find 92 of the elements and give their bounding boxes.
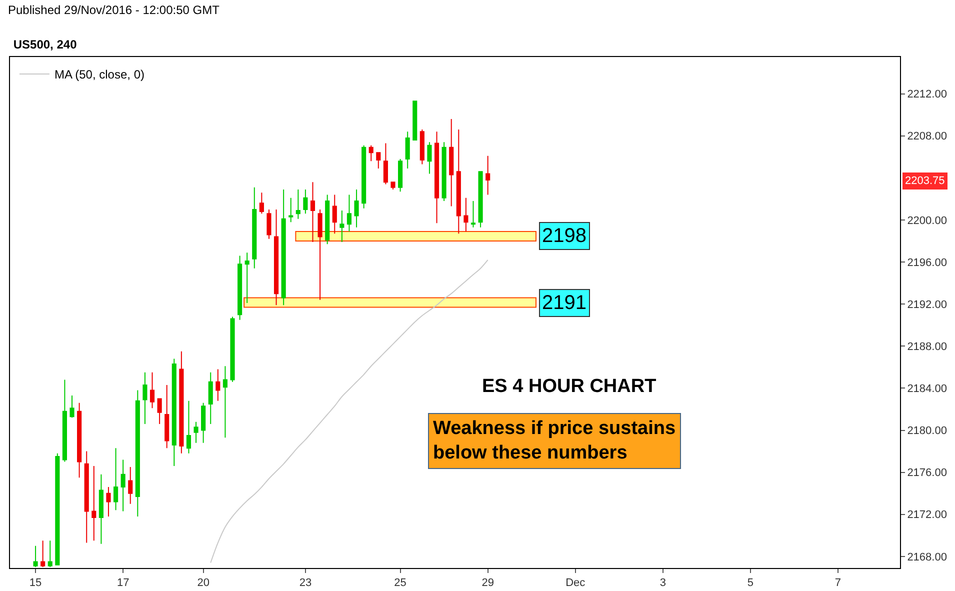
candlestick <box>449 118 454 207</box>
candlestick <box>325 194 330 245</box>
y-tick-label: 2192.00 <box>907 298 947 311</box>
candlestick <box>303 188 308 214</box>
y-tick-label: 2200.00 <box>907 214 947 227</box>
x-tick-label: 5 <box>747 577 754 590</box>
annotation: ES 4 HOUR CHART <box>482 376 657 397</box>
candlestick <box>40 540 46 566</box>
candlestick <box>427 142 432 174</box>
candlestick <box>310 182 316 243</box>
y-tick-label: 2184.00 <box>907 383 947 396</box>
candlestick <box>281 188 286 306</box>
candlestick <box>486 155 490 196</box>
candlestick <box>216 368 220 402</box>
candlestick <box>398 158 403 192</box>
candlestick <box>318 208 322 300</box>
x-tick-label: 3 <box>660 577 666 590</box>
candlestick <box>478 171 483 228</box>
candlestick <box>62 379 67 462</box>
y-tick-label: 2180.00 <box>907 425 947 438</box>
candlestick <box>354 188 359 228</box>
candlestick <box>412 100 418 141</box>
y-tick-label: 2172.00 <box>907 509 947 522</box>
x-tick-label: 25 <box>394 577 406 590</box>
candlestick <box>55 452 60 566</box>
candlestick <box>442 142 446 202</box>
candlestick <box>77 402 82 478</box>
candlestick <box>186 400 192 454</box>
candlestick <box>376 152 381 169</box>
candlestick <box>135 390 140 517</box>
candlestick <box>464 197 468 232</box>
band-label: 2191 <box>542 292 586 314</box>
x-tick-label: 23 <box>299 577 312 590</box>
x-tick-label: 15 <box>29 577 42 590</box>
candlestick <box>157 398 162 424</box>
candlestick <box>98 474 104 544</box>
x-tick-label: 17 <box>116 577 130 590</box>
candlestick <box>434 131 440 224</box>
candlestick <box>194 421 198 444</box>
candlestick <box>340 210 344 243</box>
y-tick-label: 2168.00 <box>907 551 947 564</box>
candlestick <box>362 144 366 209</box>
candlestick <box>266 208 272 240</box>
candlestick <box>208 372 213 424</box>
candlestick <box>33 545 38 566</box>
candlestick <box>368 144 374 162</box>
candlestick <box>92 466 96 542</box>
x-tick-label: 29 <box>482 577 494 590</box>
candlestick <box>150 372 155 409</box>
candlestick <box>244 252 250 304</box>
x-tick-label: Dec <box>566 577 586 590</box>
y-tick-label: 2196.00 <box>907 256 947 269</box>
text: Published 29/Nov/2016 - 12:00:50 GMT <box>8 3 220 17</box>
candlestick <box>383 142 388 185</box>
candlestick <box>70 395 74 418</box>
y-tick-label: 2188.00 <box>907 341 947 353</box>
candlestick <box>252 186 257 269</box>
x-tick-label: 7 <box>834 577 842 590</box>
candlestick <box>332 194 337 234</box>
text: 2203.75 <box>905 175 945 187</box>
x-tick-label: 20 <box>197 577 210 590</box>
candlestick <box>390 182 396 190</box>
candlestick <box>142 372 148 424</box>
candlestick <box>106 486 111 517</box>
candlestick <box>405 131 410 169</box>
candlestick <box>259 192 264 214</box>
candlestick <box>274 208 279 306</box>
candlestick <box>288 197 294 223</box>
candlestick <box>296 188 300 220</box>
candlestick <box>456 129 461 234</box>
candlestick <box>48 540 52 566</box>
candlestick <box>346 194 352 232</box>
candlestick <box>222 366 228 438</box>
candlestick <box>238 255 242 320</box>
band-label: 2198 <box>542 225 586 247</box>
legend-label: MA (50, close, 0) <box>54 68 144 82</box>
candlestick <box>230 316 235 382</box>
candlestick <box>179 350 184 454</box>
candlestick <box>164 384 170 449</box>
y-tick-label: 2212.00 <box>907 88 947 101</box>
candlestick <box>120 459 126 512</box>
chart-title: US500, 240 <box>13 38 78 52</box>
candlestick <box>420 129 424 165</box>
y-tick-label: 2208.00 <box>907 130 947 143</box>
candlestick <box>128 466 133 504</box>
candlestick <box>113 448 118 511</box>
candlestick <box>470 200 476 228</box>
candlestick <box>84 450 89 544</box>
candlestick <box>172 358 176 467</box>
candlestick <box>201 402 206 444</box>
annotation: Weakness if price sustains below these numbers <box>433 418 676 464</box>
y-tick-label: 2176.00 <box>907 467 947 480</box>
